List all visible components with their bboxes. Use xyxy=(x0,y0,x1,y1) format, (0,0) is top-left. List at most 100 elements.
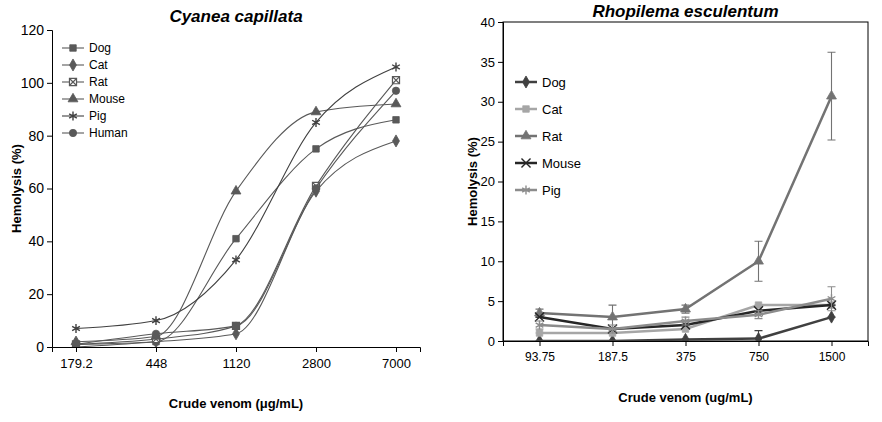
x-axis-line xyxy=(504,342,869,347)
y-tick: 20 xyxy=(481,174,503,189)
x-axis-title: Crude venom (μg/mL) xyxy=(169,396,303,411)
legend-label: Dog xyxy=(89,41,111,55)
error-bar xyxy=(755,331,763,341)
y-tick: 0 xyxy=(36,339,52,355)
x-tick-label: 7000 xyxy=(382,356,411,371)
marker-shape xyxy=(391,98,401,107)
y-tick-label: 40 xyxy=(481,15,495,30)
y-tick-mark xyxy=(498,221,503,222)
marker-shape xyxy=(69,129,76,136)
marker xyxy=(754,256,764,265)
marker xyxy=(72,324,80,333)
y-tick: 100 xyxy=(21,75,52,91)
x-tick-label: 750 xyxy=(749,350,769,364)
marker-box xyxy=(69,78,76,85)
legend-marker xyxy=(521,130,531,139)
y-tick: 35 xyxy=(481,55,503,70)
marker xyxy=(312,185,319,192)
marker-shape xyxy=(69,112,77,121)
marker-shape xyxy=(536,321,544,330)
marker-box xyxy=(392,77,399,84)
series xyxy=(535,301,836,334)
marker-shape xyxy=(231,185,241,194)
x-tick: 7000 xyxy=(382,347,411,371)
x-tick-label: 187.5 xyxy=(598,350,628,364)
x-tick-mark xyxy=(236,347,237,352)
marker-shape xyxy=(152,316,160,325)
marker-box xyxy=(72,341,79,347)
y-tick: 20 xyxy=(28,286,52,302)
legend-entry: Pig xyxy=(515,183,561,198)
series-line xyxy=(76,67,396,329)
marker xyxy=(73,341,80,347)
marker xyxy=(828,294,836,303)
legend-label: Cat xyxy=(542,102,563,117)
y-tick-label: 0 xyxy=(488,334,495,349)
marker xyxy=(755,302,761,308)
series-line xyxy=(76,141,396,347)
marker-shape xyxy=(535,313,544,322)
marker-shape xyxy=(72,324,80,333)
legend-label: Mouse xyxy=(89,92,125,106)
legend-marker xyxy=(68,93,78,102)
error-bar xyxy=(828,287,836,311)
y-tick: 30 xyxy=(481,94,503,109)
y-tick-mark xyxy=(498,182,503,183)
y-tick-mark xyxy=(498,102,503,103)
marker xyxy=(536,330,542,336)
legend-label: Rat xyxy=(89,75,108,89)
x-tick: 375 xyxy=(676,341,696,364)
y-tick-label: 60 xyxy=(28,180,44,196)
x-tick-mark xyxy=(613,341,614,346)
marker xyxy=(828,311,835,323)
x-tick-mark xyxy=(76,347,77,352)
marker xyxy=(152,316,160,325)
y-tick: 0 xyxy=(488,334,503,349)
marker xyxy=(392,63,400,72)
y-tick-label: 20 xyxy=(481,174,495,189)
error-bar xyxy=(755,241,763,281)
marker xyxy=(72,341,79,347)
y-tick-label: 120 xyxy=(21,22,45,38)
x-tick: 187.5 xyxy=(598,341,628,364)
marker-shape xyxy=(392,87,399,94)
marker xyxy=(536,321,544,330)
legend: DogCatRatMousePigHuman xyxy=(62,41,128,140)
marker-shape xyxy=(828,311,835,323)
legend-label: Mouse xyxy=(542,156,581,171)
y-tick-mark xyxy=(498,22,503,23)
y-tick: 80 xyxy=(28,128,52,144)
plot-area xyxy=(535,52,837,341)
x-tick-label: 2800 xyxy=(302,356,331,371)
marker-shape xyxy=(755,333,762,341)
marker-cross xyxy=(73,341,80,347)
y-tick-label: 20 xyxy=(28,286,44,302)
series-line xyxy=(76,80,396,344)
plot-frame xyxy=(503,22,868,341)
figure: 020406080100120179.2448112028007000DogCa… xyxy=(0,0,882,422)
error-bar xyxy=(536,321,544,329)
legend-label: Cat xyxy=(89,58,108,72)
marker-shape xyxy=(393,117,399,123)
series xyxy=(535,52,837,329)
legend-marker xyxy=(70,59,77,71)
marker-shape xyxy=(521,158,530,167)
marker xyxy=(609,325,617,334)
series xyxy=(73,117,399,347)
marker-cross xyxy=(393,77,400,84)
legend-entry: Pig xyxy=(62,109,106,123)
chart: 051015202530354093.75187.53757501500DogC… xyxy=(465,2,869,405)
legend-marker xyxy=(69,78,76,85)
x-tick-label: 1500 xyxy=(819,350,846,364)
x-tick: 448 xyxy=(146,347,168,371)
y-tick-mark xyxy=(498,62,503,63)
x-tick-mark xyxy=(156,347,157,352)
marker xyxy=(827,90,837,99)
error-bar xyxy=(828,52,836,140)
marker-shape xyxy=(312,118,320,127)
y-tick-label: 40 xyxy=(28,233,44,249)
legend-label: Pig xyxy=(89,109,106,123)
legend-entry: Cat xyxy=(515,102,563,117)
chart-title: Rhopilema esculentum xyxy=(592,2,778,21)
marker-shape xyxy=(70,59,77,71)
